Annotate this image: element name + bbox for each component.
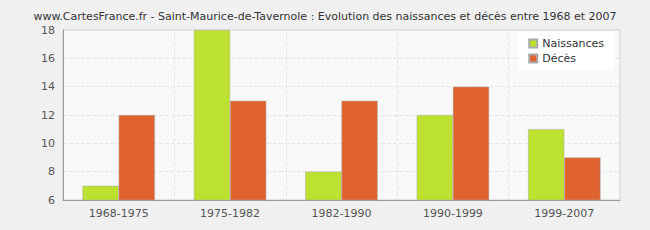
svg-text:Décès: Décès [542, 52, 576, 65]
svg-text:12: 12 [41, 109, 55, 122]
svg-text:1968-1975: 1968-1975 [89, 207, 149, 220]
svg-text:10: 10 [41, 137, 55, 150]
svg-text:1982-1990: 1982-1990 [312, 207, 372, 220]
svg-text:1990-1999: 1990-1999 [423, 207, 483, 220]
svg-text:1975-1982: 1975-1982 [200, 207, 260, 220]
svg-text:Naissances: Naissances [542, 37, 604, 50]
svg-text:1999-2007: 1999-2007 [534, 207, 594, 220]
svg-text:16: 16 [41, 52, 55, 65]
svg-text:18: 18 [41, 24, 55, 37]
svg-text:6: 6 [48, 194, 55, 207]
svg-text:14: 14 [41, 80, 55, 93]
svg-text:www.CartesFrance.fr - Saint-Ma: www.CartesFrance.fr - Saint-Maurice-de-T… [33, 10, 616, 23]
svg-text:8: 8 [48, 165, 55, 178]
